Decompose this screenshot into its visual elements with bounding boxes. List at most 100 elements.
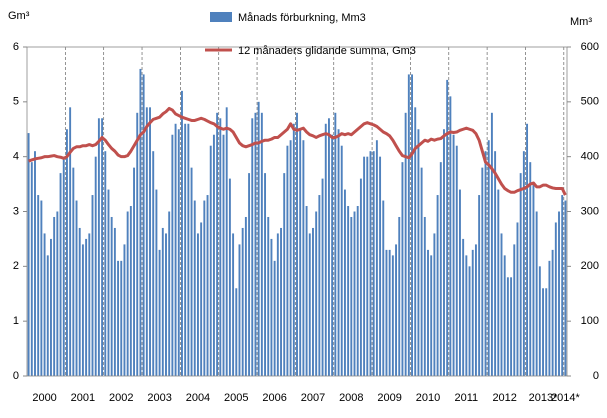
bar [219, 118, 222, 377]
bar [497, 189, 500, 376]
bar [423, 216, 426, 376]
x-tick-label: 2013* [529, 392, 558, 404]
bar [481, 167, 484, 376]
bar [248, 173, 251, 376]
bar [203, 200, 206, 376]
bar [276, 233, 279, 376]
bar [40, 200, 43, 376]
bar [289, 140, 292, 376]
bar [542, 288, 544, 376]
bar [251, 118, 254, 377]
bar [331, 134, 334, 376]
x-tick-label: 2010 [416, 392, 440, 404]
bar [232, 233, 235, 376]
bar [321, 178, 324, 376]
bar [104, 151, 107, 376]
bar [155, 189, 158, 376]
bar [241, 227, 244, 376]
bar [69, 107, 72, 377]
y2-tick-label: 600 [581, 41, 599, 53]
bar [462, 238, 465, 376]
bar [430, 255, 433, 376]
bar [545, 288, 548, 376]
bar [190, 167, 193, 376]
bar [503, 255, 506, 376]
bar [327, 118, 330, 377]
bar [107, 189, 110, 376]
y-tick-label: 3 [13, 205, 19, 217]
bar [177, 129, 180, 376]
bar [372, 151, 375, 376]
bar [446, 79, 449, 377]
bar [292, 123, 295, 377]
bar [120, 260, 123, 376]
bar [209, 145, 212, 376]
bar [350, 216, 353, 376]
bar [526, 123, 529, 377]
bar [312, 227, 314, 376]
x-tick-label: 2011 [455, 392, 479, 404]
bar [101, 118, 104, 377]
bar [535, 211, 538, 376]
bar [296, 112, 298, 377]
bar [532, 184, 535, 376]
x-tick-label: 2014* [551, 392, 580, 404]
bar [363, 156, 366, 376]
bar [273, 260, 276, 376]
bar [216, 112, 219, 377]
bar [510, 277, 513, 376]
bar [385, 249, 388, 376]
bar [158, 249, 161, 376]
x-tick-label: 2009 [377, 392, 401, 404]
bar [184, 123, 187, 377]
bar [366, 156, 369, 376]
bar [59, 173, 62, 376]
bar [43, 233, 46, 376]
bar [145, 107, 148, 377]
bar [46, 255, 49, 376]
bar [174, 123, 177, 377]
bar [474, 244, 477, 376]
bar [72, 167, 75, 376]
x-tick-label: 2001 [71, 392, 95, 404]
bar [391, 255, 394, 376]
x-tick-label: 2006 [262, 392, 286, 404]
bar [222, 134, 225, 376]
bar [427, 249, 429, 376]
bar [478, 195, 481, 376]
bar [375, 140, 378, 376]
bar [452, 134, 455, 376]
bar [187, 123, 190, 377]
bar [324, 123, 327, 377]
bar [85, 238, 88, 376]
bar [548, 260, 551, 376]
bar [299, 129, 302, 376]
bar [94, 156, 97, 376]
x-tick-label: 2000 [32, 392, 56, 404]
bar [65, 129, 68, 376]
bar [152, 151, 155, 376]
y-tick-label: 4 [13, 151, 19, 163]
bar [449, 96, 452, 376]
x-tick-label: 2002 [109, 392, 133, 404]
bar [129, 206, 132, 376]
bar [558, 211, 560, 376]
bar [455, 145, 458, 376]
bar [168, 211, 171, 376]
bar [388, 249, 391, 376]
bar [417, 129, 420, 376]
y-axis-label: Gm³ [8, 10, 30, 22]
y2-tick-label: 100 [581, 315, 599, 327]
bar [193, 200, 196, 376]
bar [529, 162, 532, 376]
bar [62, 156, 65, 376]
bar [500, 233, 503, 376]
bar [286, 145, 289, 376]
bar [401, 162, 404, 376]
bar [487, 140, 490, 376]
bar [407, 74, 410, 377]
bar [411, 74, 413, 377]
bar [561, 195, 564, 376]
bar [337, 129, 340, 376]
bar [270, 238, 273, 376]
